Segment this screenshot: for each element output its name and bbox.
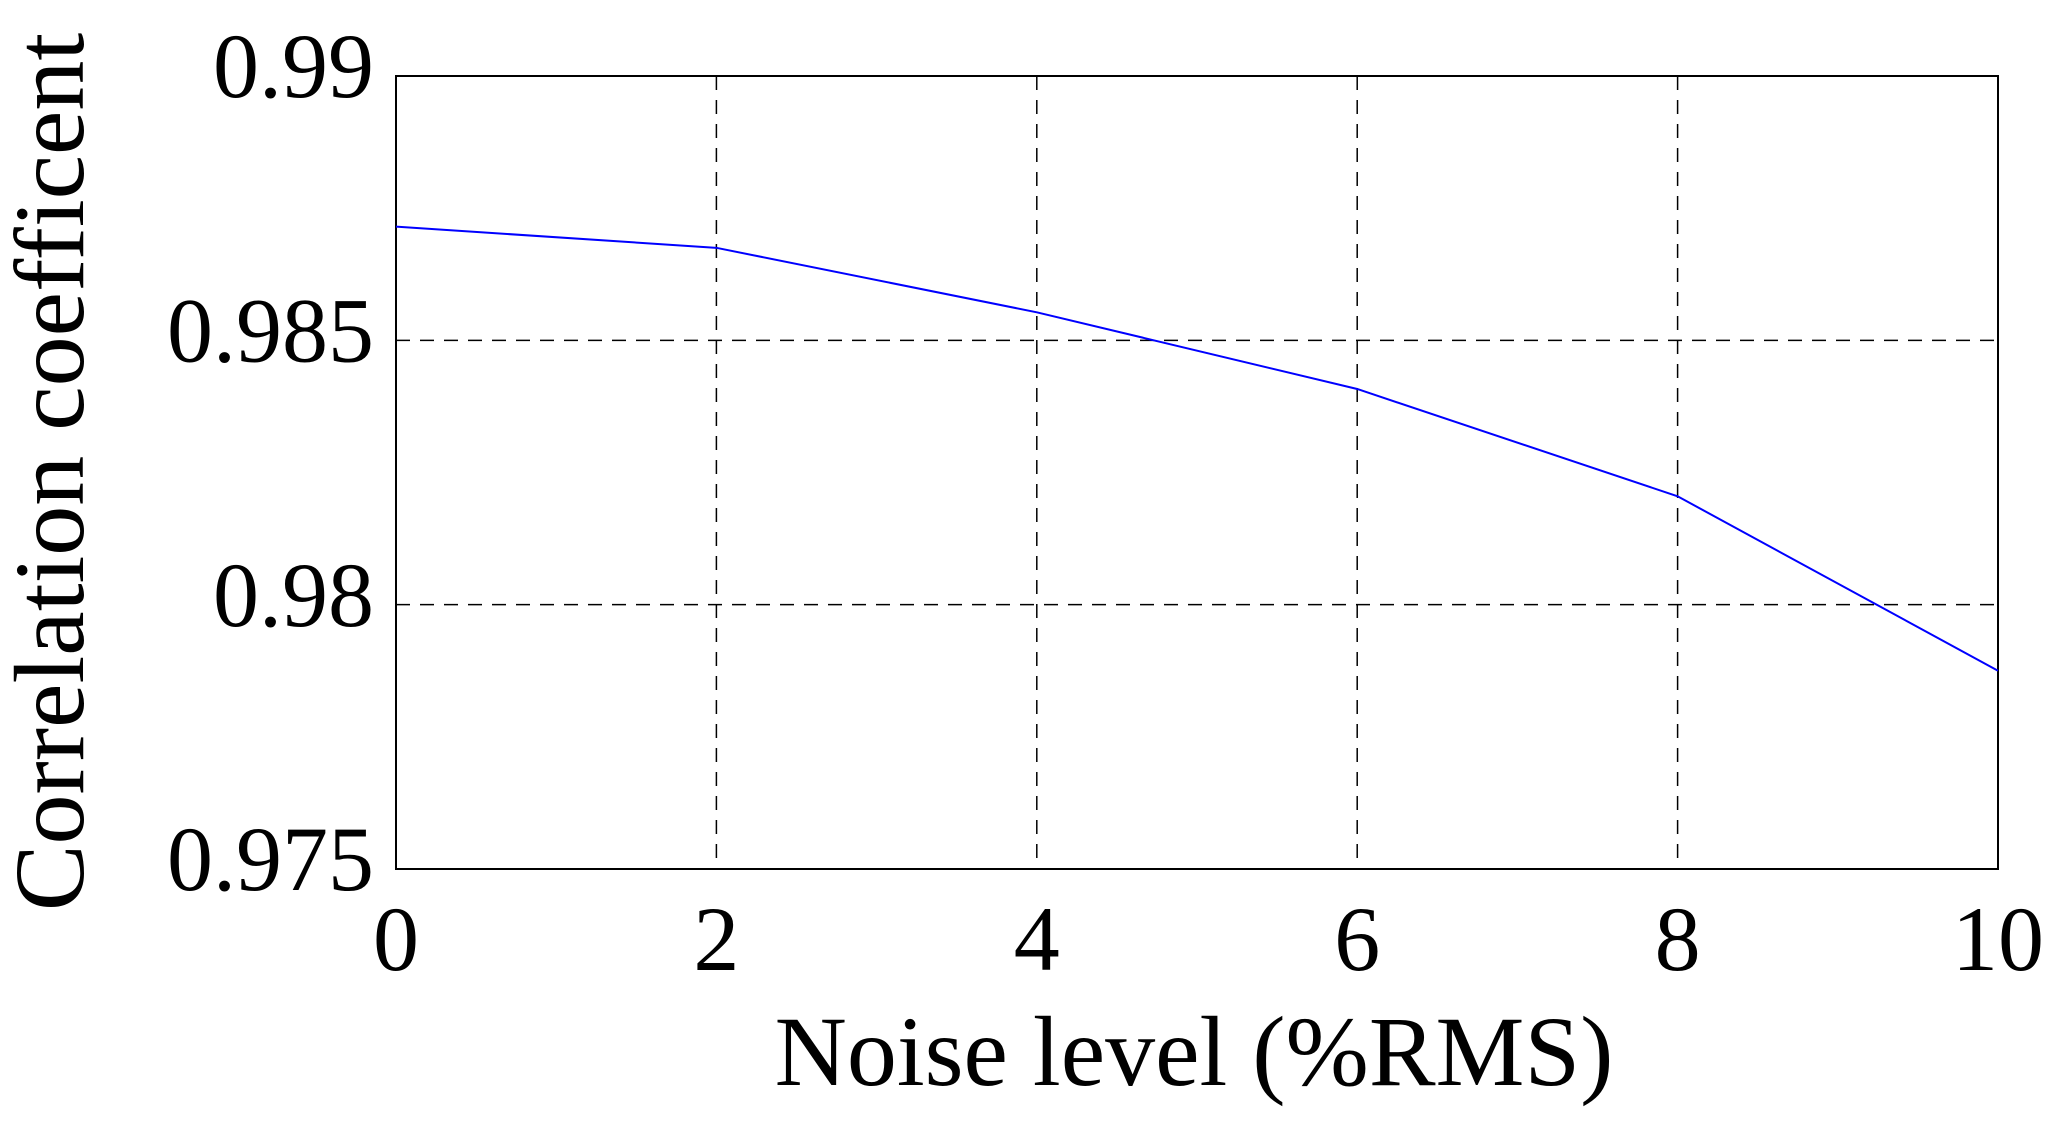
- y-axis-label: Correlation coefficent: [0, 33, 105, 912]
- x-tick-label: 6: [1334, 888, 1380, 990]
- y-tick-label: 0.98: [213, 544, 374, 646]
- y-tick-label: 0.975: [167, 808, 374, 910]
- x-tick-label: 4: [1014, 888, 1060, 990]
- plot-frame: [395, 75, 1999, 870]
- x-axis-label: Noise level (%RMS): [775, 996, 1614, 1107]
- y-tick-label: 0.99: [213, 15, 374, 117]
- y-tick-label: 0.985: [167, 279, 374, 381]
- x-tick-label: 0: [373, 888, 419, 990]
- x-tick-label: 2: [693, 888, 739, 990]
- data-line: [395, 225, 1999, 672]
- x-tick-label: 8: [1655, 888, 1701, 990]
- x-tick-label: 10: [1952, 888, 2044, 990]
